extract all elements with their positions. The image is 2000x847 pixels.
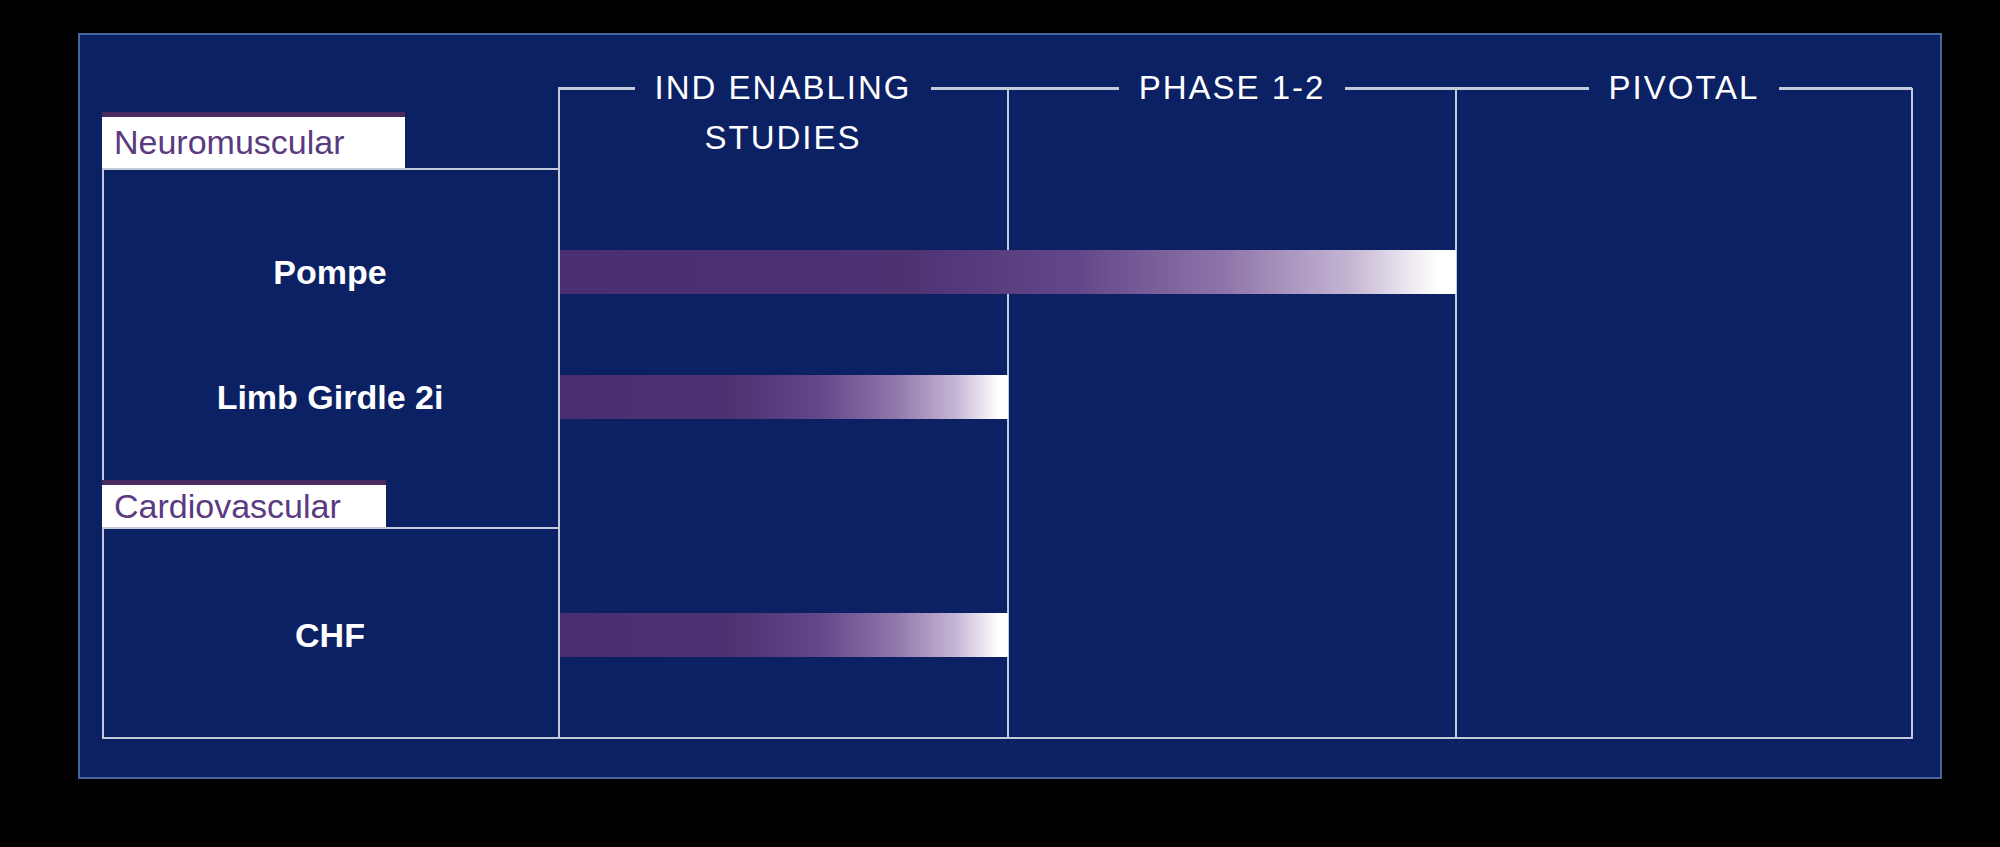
program-label-chf: CHF <box>102 613 558 657</box>
grid-line-bottom <box>102 737 1913 739</box>
program-label-limb-girdle-2i: Limb Girdle 2i <box>102 375 558 419</box>
group-top-rule-neuromuscular <box>102 168 558 170</box>
progress-bar-chf <box>560 613 1008 657</box>
header-rule-segment <box>1008 87 1119 90</box>
grid-line-phase12-pivotal <box>1455 88 1457 738</box>
program-label-pompe: Pompe <box>102 250 558 294</box>
header-rule-segment <box>558 87 635 90</box>
column-header-pivotal: PIVOTAL <box>1456 63 1912 113</box>
group-top-rule-cardiovascular <box>102 527 558 529</box>
column-header-phase12: PHASE 1-2 <box>1008 63 1456 113</box>
header-rule-segment <box>1779 87 1912 90</box>
group-tab-label: Neuromuscular <box>114 123 345 162</box>
column-header-label: PHASE 1-2 <box>1139 63 1326 113</box>
column-header-ind-enabling: IND ENABLING STUDIES <box>558 63 1008 113</box>
group-tab-cardiovascular: Cardiovascular <box>102 480 386 528</box>
header-rule-segment <box>1456 87 1589 90</box>
pipeline-slide: IND ENABLING STUDIES PHASE 1-2 PIVOTAL N… <box>0 0 2000 847</box>
group-tab-label: Cardiovascular <box>114 487 341 526</box>
grid-line-right-edge <box>1911 88 1913 738</box>
column-header-label: IND ENABLING STUDIES <box>655 63 912 163</box>
header-rule-segment <box>931 87 1008 90</box>
column-header-line2: STUDIES <box>655 113 912 163</box>
column-header-line1: IND ENABLING <box>655 63 912 113</box>
progress-bar-pompe <box>560 250 1456 294</box>
column-header-label: PIVOTAL <box>1609 63 1760 113</box>
group-tab-neuromuscular: Neuromuscular <box>102 112 405 168</box>
header-rule-segment <box>1345 87 1456 90</box>
progress-bar-limb-girdle-2i <box>560 375 1008 419</box>
